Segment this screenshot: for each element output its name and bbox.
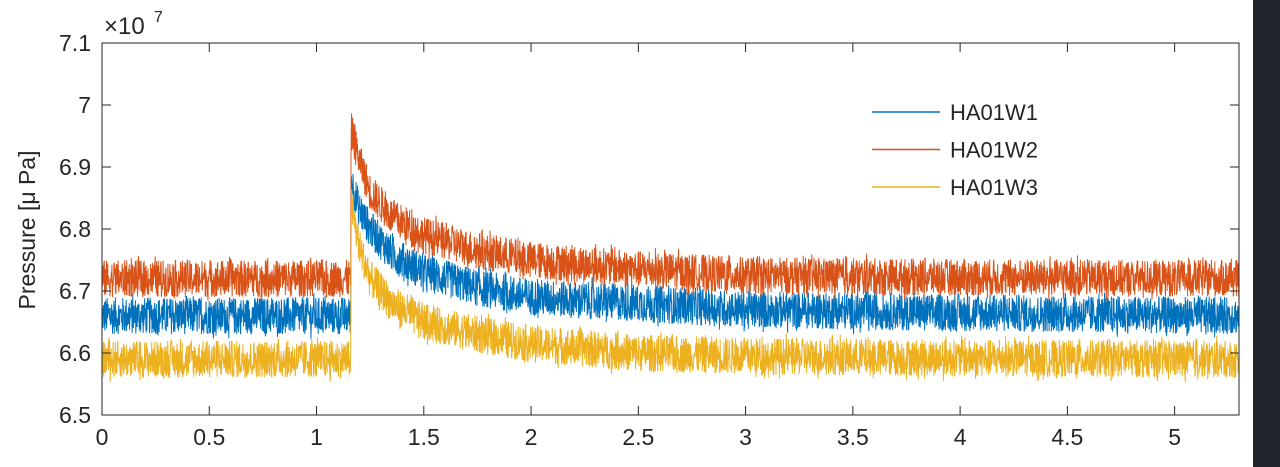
x-tick-label: 4 bbox=[954, 424, 967, 450]
legend-label: HA01W2 bbox=[950, 138, 1038, 163]
legend-label: HA01W1 bbox=[950, 100, 1038, 125]
series-line-ha01w3 bbox=[101, 189, 1240, 383]
side-panel-strip bbox=[1253, 0, 1280, 467]
x-tick-label: 2.5 bbox=[622, 424, 654, 450]
x-tick-label: 3 bbox=[739, 424, 752, 450]
y-tick-label: 7 bbox=[78, 92, 91, 118]
y-tick-label: 6.5 bbox=[59, 402, 91, 428]
series-line-ha01w1 bbox=[101, 173, 1240, 339]
y-tick-label: 6.8 bbox=[59, 216, 91, 242]
ticks: 0 0.5 1 1.5 2 2.5 3 3.5 4 4.5 5 6.5 6.6 6.7 6.8 6.9 7 7.1 bbox=[59, 30, 1239, 450]
x-tick-label: 3.5 bbox=[837, 424, 869, 450]
y-axis-label: Pressure [μ Pa] bbox=[14, 151, 40, 310]
y-tick-label: 6.7 bbox=[59, 278, 91, 304]
legend-label: HA01W3 bbox=[950, 175, 1038, 200]
y-exponent: 7 bbox=[154, 9, 163, 26]
series-layer bbox=[101, 113, 1240, 383]
x-tick-label: 1.5 bbox=[408, 424, 440, 450]
x-tick-label: 2 bbox=[525, 424, 538, 450]
legend: HA01W1 HA01W2 HA01W3 bbox=[872, 100, 1038, 200]
y-tick-label: 6.6 bbox=[59, 340, 91, 366]
y-tick-label: 6.9 bbox=[59, 154, 91, 180]
x-tick-label: 5 bbox=[1168, 424, 1181, 450]
y-exponent-base: ×10 bbox=[104, 13, 145, 40]
x-tick-label: 0.5 bbox=[193, 424, 225, 450]
series-line-ha01w2 bbox=[101, 113, 1240, 302]
x-tick-label: 0 bbox=[96, 424, 109, 450]
x-tick-label: 1 bbox=[310, 424, 323, 450]
y-tick-label: 7.1 bbox=[59, 30, 91, 56]
x-tick-label: 4.5 bbox=[1051, 424, 1083, 450]
